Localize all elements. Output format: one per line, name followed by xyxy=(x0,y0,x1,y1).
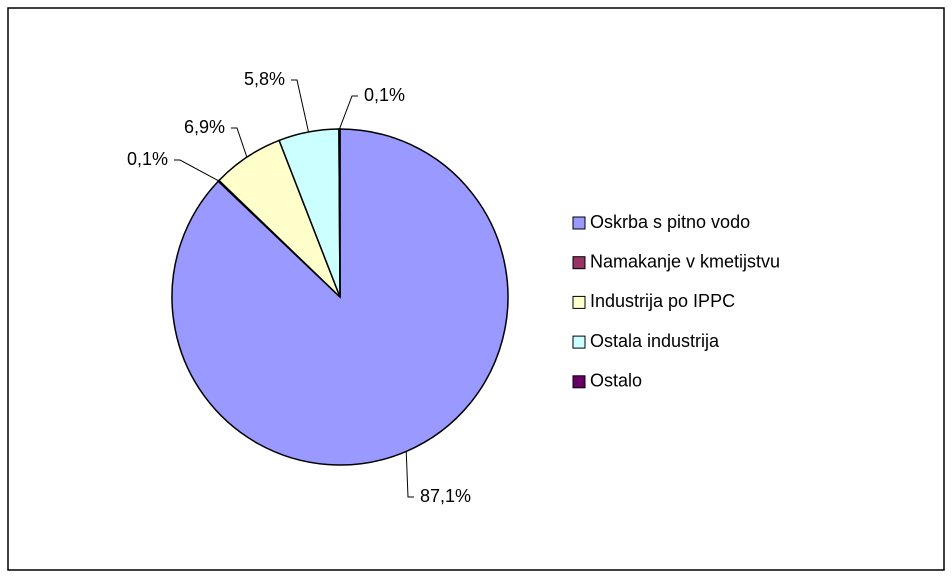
legend-swatch xyxy=(572,295,586,309)
leader-line xyxy=(291,79,310,133)
legend-label: Ostalo xyxy=(590,371,642,391)
data-label: 6,9% xyxy=(184,117,225,137)
pie-slice xyxy=(338,128,341,298)
leader-line xyxy=(174,159,219,182)
data-label: 5,8% xyxy=(244,69,285,89)
leader-line xyxy=(405,451,414,498)
legend-label: Oskrba s pitno vodo xyxy=(590,212,750,232)
leader-line xyxy=(231,127,248,158)
data-label: 0,1% xyxy=(127,149,168,169)
legend-label: Namakanje v kmetijstvu xyxy=(590,251,780,271)
legend-swatch xyxy=(572,375,586,389)
legend-swatch xyxy=(572,335,586,349)
leader-line xyxy=(339,95,358,130)
legend-swatch xyxy=(572,216,586,230)
legend-label: Industrija po IPPC xyxy=(590,291,735,311)
pie-slice xyxy=(171,128,509,466)
legend-label: Ostala industrija xyxy=(590,331,720,351)
legend-swatch xyxy=(572,256,586,270)
data-label: 0,1% xyxy=(364,85,405,105)
data-label: 87,1% xyxy=(420,486,471,506)
